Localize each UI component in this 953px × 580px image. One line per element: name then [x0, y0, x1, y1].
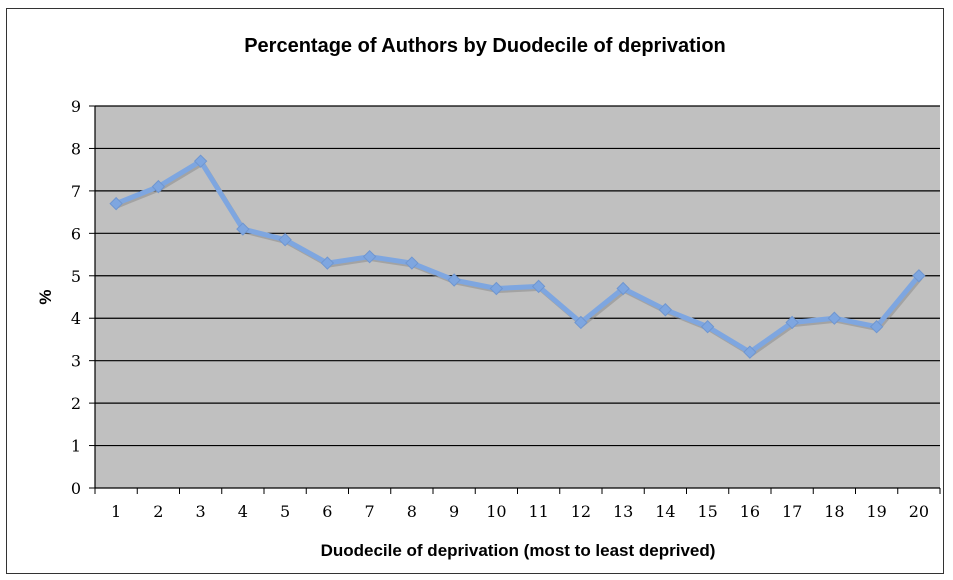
plot-area	[95, 106, 940, 488]
y-tick-label: 5	[71, 267, 81, 286]
x-tick-label: 19	[866, 502, 886, 521]
x-tick-label: 4	[238, 502, 248, 521]
data-point-marker	[405, 256, 419, 270]
y-tick-label: 4	[71, 309, 81, 328]
data-point-marker	[743, 345, 757, 359]
y-tick-label: 3	[71, 352, 81, 371]
x-tick-label: 9	[449, 502, 459, 521]
axes	[89, 105, 941, 494]
data-point-marker	[574, 315, 588, 330]
x-tick-label: 18	[824, 502, 844, 521]
x-axis-title: Duodecile of deprivation (most to least …	[321, 541, 716, 560]
x-tick-label: 11	[528, 502, 548, 521]
x-tick-label: 13	[613, 502, 633, 521]
y-tick-label: 6	[71, 224, 81, 243]
x-tick-label: 7	[365, 502, 375, 521]
x-tick-label: 17	[782, 502, 802, 521]
y-tick-label: 8	[71, 139, 81, 158]
x-tick-label: 20	[909, 502, 929, 521]
y-axis-title: %	[36, 289, 55, 304]
data-point-marker	[827, 311, 842, 325]
data-point-marker	[447, 273, 461, 287]
data-point-marker	[785, 315, 799, 330]
data-point-marker	[278, 232, 292, 247]
data-point-marker	[700, 320, 715, 334]
x-tick-label: 12	[571, 502, 591, 521]
x-tick-label: 1	[111, 502, 121, 521]
data-point-marker	[869, 320, 884, 334]
x-tick-label: 10	[486, 502, 506, 521]
series-layer	[109, 154, 926, 359]
chart-title: Percentage of Authors by Duodecile of de…	[244, 35, 726, 57]
x-tick-label: 2	[153, 502, 163, 521]
x-tick-label: 14	[655, 502, 675, 521]
data-point-marker	[489, 281, 504, 296]
data-point-marker	[616, 281, 630, 296]
x-tick-label: 5	[280, 502, 290, 521]
x-tick-label: 15	[697, 502, 717, 521]
data-point-marker	[109, 196, 123, 211]
data-point-marker	[658, 303, 673, 317]
data-point-marker	[151, 179, 166, 194]
x-tick-label: 6	[322, 502, 332, 521]
y-tick-label: 1	[71, 437, 81, 456]
x-tick-label: 8	[407, 502, 417, 521]
y-tick-label: 7	[71, 182, 81, 201]
data-point-marker	[531, 279, 546, 294]
x-tick-label: 16	[740, 502, 760, 521]
data-point-marker	[320, 256, 335, 270]
series-line	[115, 158, 921, 355]
data-point-marker	[362, 249, 377, 264]
x-tick-label: 3	[196, 502, 206, 521]
y-tick-label: 0	[71, 479, 81, 498]
gridlines	[95, 105, 940, 447]
data-point-marker	[193, 154, 208, 168]
y-tick-label: 9	[71, 97, 81, 116]
data-point-marker	[912, 269, 926, 283]
data-point-marker	[236, 222, 250, 236]
y-tick-label: 2	[71, 394, 81, 413]
